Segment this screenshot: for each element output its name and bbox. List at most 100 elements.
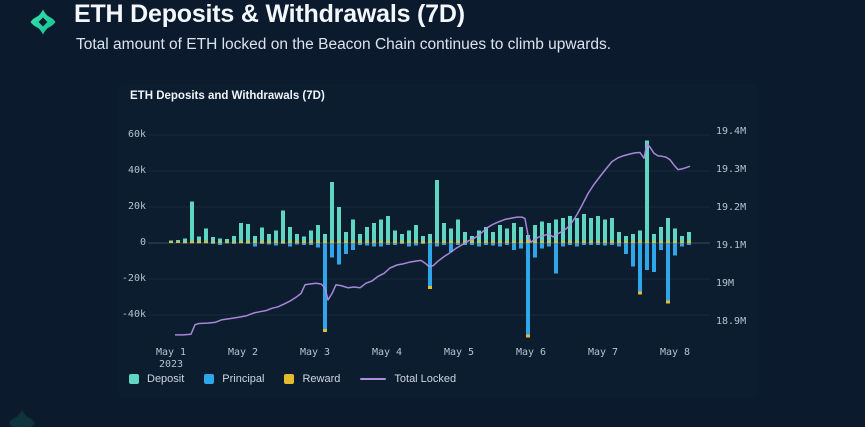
principal-bar xyxy=(190,243,194,244)
principal-bar xyxy=(659,243,663,251)
reward-bar xyxy=(316,241,320,243)
reward-tip xyxy=(526,334,530,338)
deposit-bar xyxy=(463,232,467,242)
reward-bar xyxy=(190,241,194,243)
principal-bar xyxy=(344,243,348,254)
reward-bar xyxy=(463,241,467,243)
deposit-bar xyxy=(568,216,572,242)
principal-bar xyxy=(449,243,453,252)
reward-bar xyxy=(260,241,264,243)
reward-bar xyxy=(372,241,376,243)
deposit-bar xyxy=(484,226,488,242)
deposit-bar xyxy=(547,223,551,242)
principal-bar xyxy=(596,243,600,245)
reward-bar xyxy=(302,240,306,243)
legend-item-reward[interactable]: Reward xyxy=(284,373,340,385)
reward-bar xyxy=(645,241,649,243)
principal-bar xyxy=(442,243,446,245)
reward-bar xyxy=(680,241,684,243)
deposit-bar xyxy=(295,234,299,242)
deposit-bar xyxy=(491,232,495,242)
principal-bar xyxy=(561,243,565,247)
deposit-bar xyxy=(316,225,320,242)
y-left-tick-label: 40k xyxy=(127,165,146,176)
deposit-bar xyxy=(596,216,600,242)
deposit-bar xyxy=(645,140,649,242)
principal-bar xyxy=(617,243,621,247)
reward-bar xyxy=(225,241,229,243)
reward-bar xyxy=(232,241,236,243)
y-left-tick-label: -40k xyxy=(121,309,146,320)
legend-label: Reward xyxy=(302,373,341,385)
principal-bar xyxy=(568,243,572,245)
principal-bar xyxy=(498,243,502,247)
deposit-bar xyxy=(225,239,229,242)
deposit-bar xyxy=(540,221,544,242)
reward-bar xyxy=(505,241,509,243)
deposit-bar xyxy=(631,234,635,242)
y-left-tick-label: 0 xyxy=(139,237,146,248)
principal-bar xyxy=(505,243,509,245)
reward-bar xyxy=(330,241,334,243)
deposit-bar xyxy=(428,234,432,242)
reward-bar xyxy=(617,241,621,243)
deposit-bar xyxy=(232,235,236,242)
principal-bar xyxy=(687,243,691,245)
reward-bar xyxy=(365,241,369,243)
legend-swatch-icon xyxy=(284,374,295,384)
y-right-tick-label: 18.9M xyxy=(716,316,747,327)
deposit-bar xyxy=(365,226,369,242)
reward-bar xyxy=(344,241,348,243)
principal-bar xyxy=(351,243,355,251)
reward-bar xyxy=(582,241,586,243)
principal-bar xyxy=(414,243,418,246)
principal-bar xyxy=(225,243,229,244)
x-axis-tick-label: May 7 xyxy=(587,347,619,358)
principal-bar xyxy=(680,243,684,247)
reward-tip xyxy=(666,300,670,304)
legend-swatch-icon xyxy=(129,374,139,384)
deposit-bar xyxy=(561,217,565,242)
reward-bar xyxy=(295,241,299,243)
reward-bar xyxy=(519,241,523,243)
principal-bar xyxy=(652,243,656,272)
legend-item-deposit[interactable]: Deposit xyxy=(129,373,184,385)
x-axis-year-label: 2023 xyxy=(158,359,184,370)
deposit-bar xyxy=(526,234,530,241)
deposit-bar xyxy=(190,201,194,242)
deposit-bar xyxy=(554,219,558,242)
legend-item-principal[interactable]: Principal xyxy=(204,373,264,385)
deposit-bar xyxy=(344,232,348,242)
deposit-bar xyxy=(218,238,222,242)
principal-bar xyxy=(491,243,495,246)
reward-bar xyxy=(575,241,579,243)
reward-bar xyxy=(666,241,670,243)
principal-bar xyxy=(379,243,383,247)
deposit-bar xyxy=(617,232,621,242)
deposit-bar xyxy=(351,219,355,242)
reward-tip xyxy=(638,291,642,295)
deposit-bar xyxy=(575,217,579,242)
principal-bar xyxy=(211,243,215,244)
chart-title: ETH Deposits and Withdrawals (7D) xyxy=(130,90,325,102)
principal-bar xyxy=(554,243,558,274)
reward-bar xyxy=(659,241,663,243)
y-left-tick-label: 60k xyxy=(127,129,146,140)
deposit-bar xyxy=(274,230,278,242)
deposit-bar xyxy=(302,236,306,241)
x-axis-tick-label: May 3 xyxy=(299,347,331,358)
reward-bar xyxy=(512,241,516,243)
reward-bar xyxy=(498,241,502,243)
deposit-bar xyxy=(330,181,334,242)
reward-bar xyxy=(547,241,551,243)
principal-bar xyxy=(302,243,306,245)
reward-bar xyxy=(281,241,285,243)
principal-bar xyxy=(484,243,488,245)
reward-bar xyxy=(407,241,411,243)
principal-bar xyxy=(365,243,369,246)
reward-bar xyxy=(428,241,432,243)
deposit-bar xyxy=(687,232,691,242)
principal-bar xyxy=(386,243,390,245)
legend-item-total-locked[interactable]: Total Locked xyxy=(360,373,456,385)
